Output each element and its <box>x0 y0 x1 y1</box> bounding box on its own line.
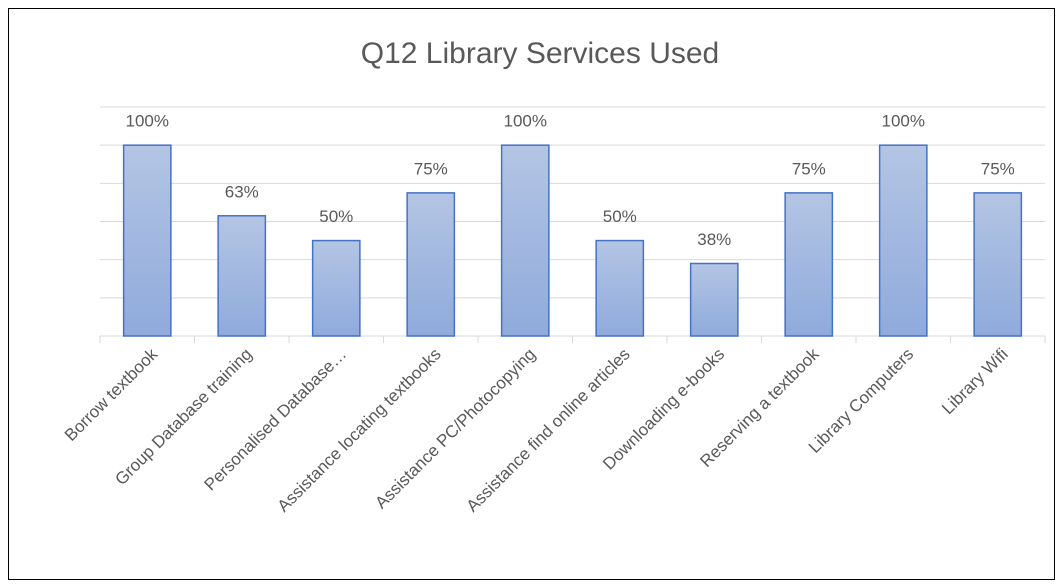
bar <box>689 262 739 337</box>
data-label: 50% <box>319 207 353 226</box>
bar <box>784 192 834 337</box>
data-label: 100% <box>882 112 925 131</box>
data-label: 38% <box>697 230 731 249</box>
bar <box>311 239 361 337</box>
data-label: 100% <box>504 112 547 131</box>
chart-title: Q12 Library Services Used <box>361 37 719 70</box>
bar <box>595 239 645 337</box>
bar <box>406 192 456 337</box>
bar <box>122 144 172 337</box>
data-label: 63% <box>225 182 259 201</box>
data-label: 100% <box>126 112 169 131</box>
data-label: 75% <box>792 159 826 178</box>
data-label: 75% <box>414 159 448 178</box>
bar <box>217 215 267 337</box>
data-label: 50% <box>603 207 637 226</box>
data-label: 75% <box>981 159 1015 178</box>
bar <box>878 144 928 337</box>
bar <box>973 192 1023 337</box>
bar <box>500 144 550 337</box>
